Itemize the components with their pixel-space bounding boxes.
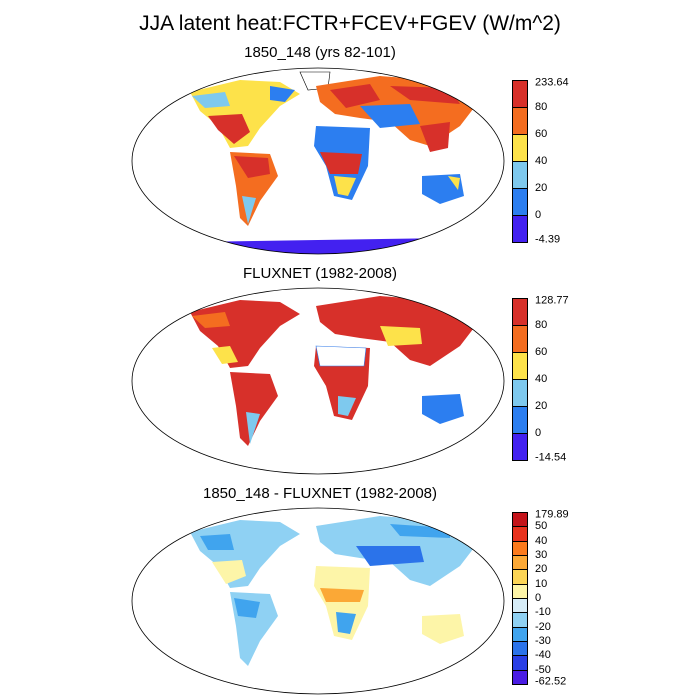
map-model [131, 67, 505, 255]
colorbar-fluxnet: 128.77 80 60 40 20 0 -14.54 [512, 294, 569, 464]
colorbar-label: 10 [535, 577, 548, 590]
colorbar-label: -4.39 [535, 233, 561, 246]
colorbar-label: 20 [535, 400, 548, 412]
colorbar-segment [512, 626, 528, 642]
colorbar-label: -10 [535, 606, 551, 619]
colorbar-label: 0 [535, 427, 542, 439]
colorbar-segment [512, 379, 528, 407]
colorbar-label: 40 [535, 534, 548, 547]
panel-title-model: 1850_148 (yrs 82-101) [244, 44, 396, 61]
colorbar-segment [512, 555, 528, 571]
panel-title-difference: 1850_148 - FLUXNET (1982-2008) [202, 485, 438, 502]
colorbar-segment [512, 512, 528, 528]
colorbar-label: -40 [535, 649, 551, 662]
colorbar-label: -14.54 [535, 451, 567, 464]
colorbar-segment [512, 669, 528, 685]
colorbar-label: 40 [535, 373, 548, 385]
colorbar-label: 233.64 [535, 76, 569, 89]
colorbar-segment [512, 569, 528, 585]
colorbar-segment [512, 655, 528, 671]
colorbar-label: 30 [535, 549, 548, 561]
colorbar-label: 80 [535, 319, 548, 331]
colorbar-label: 60 [535, 128, 548, 140]
antarctica [150, 238, 490, 254]
colorbar-segment [512, 188, 528, 216]
colorbar-segment [512, 526, 528, 542]
colorbar-segment [512, 134, 528, 162]
colorbar-segment [512, 161, 528, 189]
colorbar-label: 60 [535, 346, 548, 358]
colorbar-segment [512, 583, 528, 599]
colorbar-segment [512, 612, 528, 628]
colorbar-segment [512, 215, 528, 243]
figure-title: JJA latent heat:FCTR+FCEV+FGEV (W/m^2) [139, 12, 561, 35]
colorbar-label: 80 [535, 101, 548, 113]
colorbar-label: 40 [535, 155, 548, 167]
colorbar-label: 50 [535, 520, 548, 533]
colorbar-segment [512, 406, 528, 434]
colorbar-segment [512, 80, 528, 108]
colorbar-segment [512, 641, 528, 657]
colorbar-label: -50 [535, 663, 551, 676]
panel-title-fluxnet: FLUXNET (1982-2008) [243, 265, 397, 282]
map-fluxnet [131, 287, 505, 475]
colorbar-label: 128.77 [535, 294, 569, 307]
colorbar-segment [512, 325, 528, 353]
colorbar-segment [512, 598, 528, 614]
colorbar-label: 20 [535, 182, 548, 194]
colorbar-label: -62.52 [535, 675, 567, 688]
colorbar-label: -30 [535, 635, 551, 647]
colorbar-difference: 179.89 50 40 30 20 10 0 -10 -20 -30 -40 -50 -62.52 [512, 508, 569, 688]
colorbar-segment [512, 352, 528, 380]
colorbar-segment [512, 107, 528, 135]
colorbar-segment [512, 433, 528, 461]
colorbar-label: -20 [535, 620, 551, 633]
colorbar-label: 20 [535, 563, 548, 576]
colorbar-segment [512, 540, 528, 556]
colorbar-label: 179.89 [535, 508, 569, 521]
colorbar-label: 0 [535, 209, 542, 221]
colorbar-model: 233.64 80 60 40 20 0 -4.39 [512, 76, 569, 246]
colorbar-label: 0 [535, 592, 542, 604]
colorbar-segment [512, 298, 528, 326]
map-difference [131, 507, 505, 695]
